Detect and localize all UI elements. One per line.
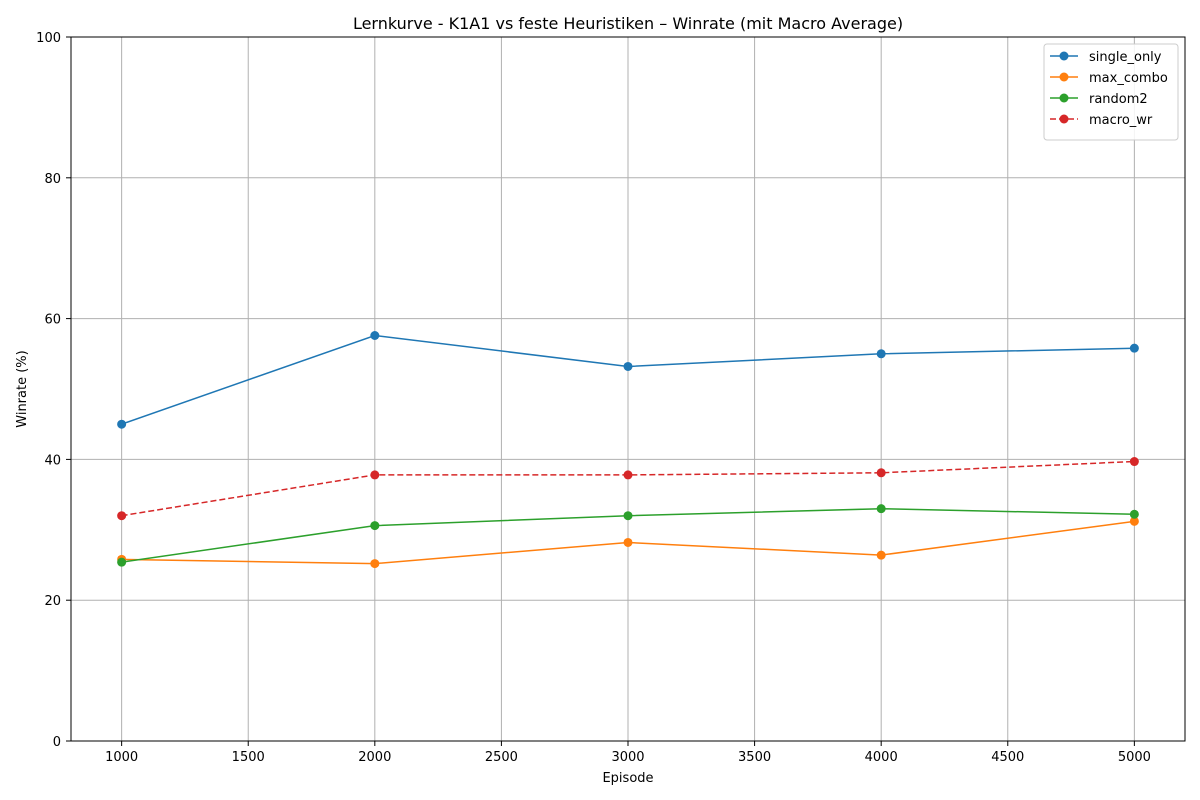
data-point-max-combo [1129, 516, 1139, 526]
y-tick-label: 60 [44, 313, 61, 328]
legend-label: random2 [1089, 92, 1148, 107]
data-point-single-only [117, 419, 127, 429]
data-point-random2 [623, 511, 633, 521]
x-tick-label: 5000 [1118, 750, 1151, 765]
x-tick-label: 2000 [358, 750, 391, 765]
x-tick-label: 1500 [232, 750, 265, 765]
legend-label: max_combo [1089, 71, 1168, 86]
x-tick-label: 3500 [738, 750, 771, 765]
legend-swatch-marker [1059, 114, 1069, 124]
data-point-max-combo [623, 537, 633, 547]
data-point-max-combo [370, 559, 380, 569]
chart-title: Lernkurve - K1A1 vs feste Heuristiken – … [353, 14, 903, 33]
y-tick-label: 20 [44, 594, 61, 609]
y-axis-label: Winrate (%) [15, 350, 30, 427]
data-point-random2 [876, 504, 886, 514]
data-point-macro-wr [117, 511, 127, 521]
y-tick-label: 80 [44, 172, 61, 187]
x-tick-label: 3000 [611, 750, 644, 765]
legend-swatch-marker [1059, 51, 1069, 61]
data-point-single-only [623, 361, 633, 371]
legend-box [1043, 43, 1179, 141]
data-point-random2 [117, 557, 127, 567]
legend-swatch-marker [1059, 72, 1069, 82]
data-point-macro-wr [370, 470, 380, 480]
data-point-macro-wr [1129, 457, 1139, 467]
y-tick-label: 0 [53, 735, 61, 750]
y-tick-label: 40 [44, 453, 61, 468]
legend-label: single_only [1089, 50, 1162, 65]
x-tick-label: 4000 [865, 750, 898, 765]
data-point-macro-wr [876, 468, 886, 478]
x-axis-label: Episode [602, 771, 653, 786]
x-tick-label: 1000 [105, 750, 138, 765]
data-point-max-combo [876, 550, 886, 560]
grid [71, 36, 1185, 742]
axis-ticks: 1000 1500 2000 2500 3000 3500 4000 4500 5000 0 20 4… [36, 31, 1151, 765]
x-tick-label: 2500 [485, 750, 518, 765]
legend: single_only max_combo random2 macro_wr [1043, 43, 1179, 141]
y-tick-label: 100 [36, 31, 61, 46]
data-point-random2 [1129, 509, 1139, 519]
data-point-random2 [370, 521, 380, 531]
data-point-single-only [876, 349, 886, 359]
legend-swatch-marker [1059, 93, 1069, 103]
data-point-single-only [370, 330, 380, 340]
data-point-macro-wr [623, 470, 633, 480]
series-layer [117, 330, 1139, 569]
legend-label: macro_wr [1089, 113, 1153, 128]
x-tick-label: 4500 [991, 750, 1024, 765]
data-point-single-only [1129, 343, 1139, 353]
